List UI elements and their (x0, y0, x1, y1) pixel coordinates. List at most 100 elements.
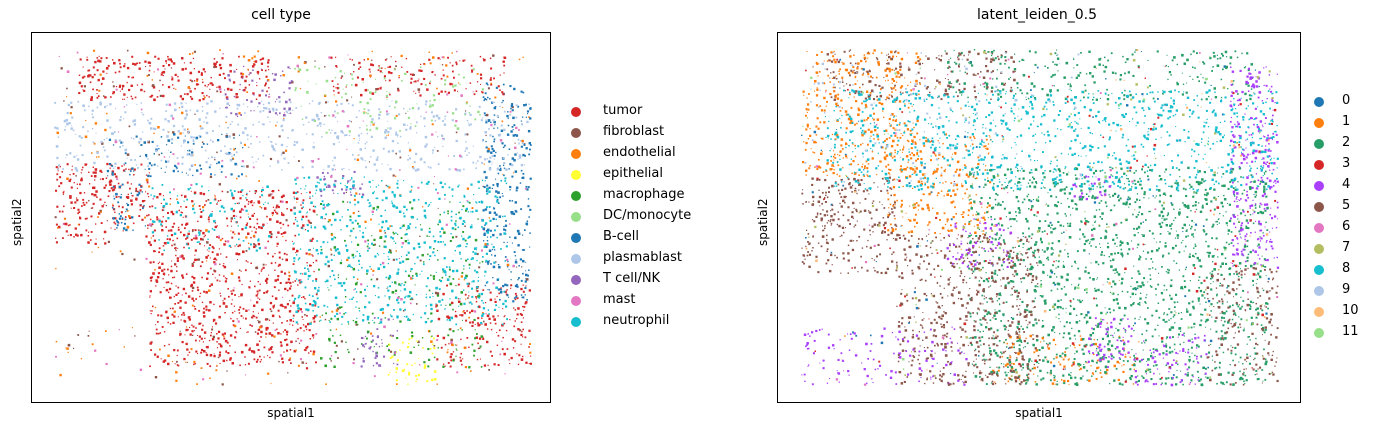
data-point (122, 144, 124, 147)
data-point (455, 213, 457, 216)
data-point (427, 253, 429, 256)
data-point (254, 60, 258, 63)
data-point (514, 261, 518, 264)
data-point (276, 121, 278, 123)
data-point (222, 207, 225, 209)
data-point (56, 178, 59, 181)
data-point (315, 293, 318, 296)
data-point (390, 251, 392, 254)
data-point (165, 288, 169, 292)
data-point (379, 114, 381, 116)
data-point (440, 77, 443, 80)
data-point (179, 132, 182, 135)
data-point (455, 323, 458, 326)
data-point (350, 229, 353, 233)
data-point (112, 92, 114, 95)
data-point (496, 185, 499, 188)
data-point (115, 86, 118, 88)
data-point (471, 69, 474, 72)
data-point (177, 316, 179, 318)
data-point (170, 282, 173, 285)
data-point (870, 135, 872, 137)
data-point (491, 355, 493, 357)
data-point (114, 187, 116, 189)
data-point (293, 257, 296, 260)
data-point (190, 348, 193, 351)
data-point (504, 315, 506, 317)
data-point (468, 152, 470, 154)
data-point (391, 140, 395, 143)
data-point (506, 289, 508, 291)
data-point (123, 65, 126, 68)
data-point (408, 294, 410, 296)
data-point (383, 75, 386, 78)
data-point (445, 64, 448, 67)
data-point (342, 131, 344, 134)
data-point (306, 314, 308, 317)
data-point (112, 203, 114, 205)
data-point (114, 217, 117, 220)
data-point (504, 180, 507, 182)
data-point (333, 156, 336, 159)
data-point (442, 145, 444, 148)
data-point (410, 81, 413, 84)
data-point (320, 194, 323, 197)
data-point (133, 258, 136, 261)
data-point (442, 336, 446, 340)
data-point (206, 112, 209, 115)
data-point (228, 244, 231, 247)
data-point (423, 117, 426, 120)
data-point (370, 332, 373, 335)
data-point (236, 259, 238, 261)
data-point (315, 113, 319, 117)
data-point (184, 195, 187, 198)
data-point (207, 198, 210, 201)
data-point (387, 277, 391, 280)
data-point (181, 57, 184, 60)
data-point (177, 247, 179, 249)
data-point (497, 172, 500, 175)
data-point (181, 171, 183, 173)
data-point (294, 280, 297, 282)
data-point (180, 211, 182, 213)
data-point (417, 186, 420, 189)
data-point (461, 271, 464, 274)
data-point (194, 193, 196, 195)
data-point (501, 193, 503, 195)
data-point (239, 327, 241, 329)
data-point (176, 167, 178, 169)
data-point (404, 234, 406, 236)
data-point (302, 273, 304, 275)
data-point (366, 245, 369, 248)
data-point (495, 218, 497, 221)
data-point (392, 174, 395, 177)
data-point (241, 165, 243, 168)
data-point (341, 259, 342, 261)
data-point (458, 305, 460, 307)
data-point (161, 269, 164, 272)
data-point (266, 318, 269, 321)
data-point (101, 178, 104, 181)
data-point (208, 247, 211, 250)
data-point (225, 277, 228, 280)
data-point (507, 111, 509, 113)
data-point (808, 167, 811, 170)
data-point (511, 175, 514, 178)
data-point (413, 346, 415, 348)
data-point (334, 179, 337, 183)
data-point (156, 355, 159, 358)
data-point (110, 96, 112, 98)
data-point (195, 339, 197, 342)
data-point (233, 95, 236, 98)
data-point (955, 227, 958, 230)
data-point (433, 99, 436, 102)
data-point (220, 253, 222, 255)
data-point (467, 258, 469, 261)
data-point (337, 274, 340, 276)
data-point (454, 249, 456, 252)
data-point (839, 68, 841, 71)
data-point (256, 290, 259, 293)
data-point (510, 130, 513, 133)
data-point (403, 284, 406, 286)
data-point (392, 231, 394, 234)
